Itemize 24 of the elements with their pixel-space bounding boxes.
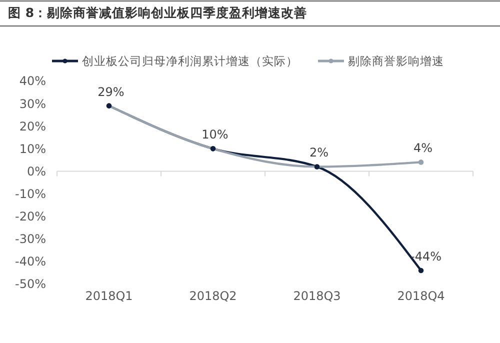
point [418, 160, 424, 165]
x-tick-label: 2018Q2 [189, 289, 237, 303]
data-label: 4% [413, 141, 433, 156]
legend-label: 创业板公司归母净利润累计增速（实际） [82, 54, 298, 68]
legend-label: 剔除商誉影响增速 [348, 54, 444, 68]
y-tick-label: -20% [14, 210, 46, 224]
data-label: 2% [309, 146, 329, 160]
y-tick-label: 30% [19, 96, 46, 111]
y-tick-label: -10% [14, 186, 46, 201]
y-tick-label: -40% [14, 254, 46, 269]
data-label: 10% [202, 128, 228, 142]
y-tick-label: 10% [19, 142, 46, 156]
x-tick-label: 2018Q4 [397, 289, 445, 303]
y-tick-label: 40% [19, 74, 46, 88]
point [418, 268, 424, 274]
y-tick-label: -50% [14, 277, 46, 292]
y-tick-label: 20% [19, 119, 46, 134]
x-tick-label: 2018Q3 [293, 289, 341, 303]
y-tick-label: 0% [26, 164, 46, 178]
data-label: 29% [98, 84, 124, 99]
data-label: -44% [410, 249, 442, 264]
chart-title: 图 8：剔除商誉减值影响创业板四季度盈利增速改善 [8, 5, 308, 20]
y-tick-label: -30% [14, 232, 46, 246]
x-tick-label: 2018Q1 [85, 289, 133, 303]
